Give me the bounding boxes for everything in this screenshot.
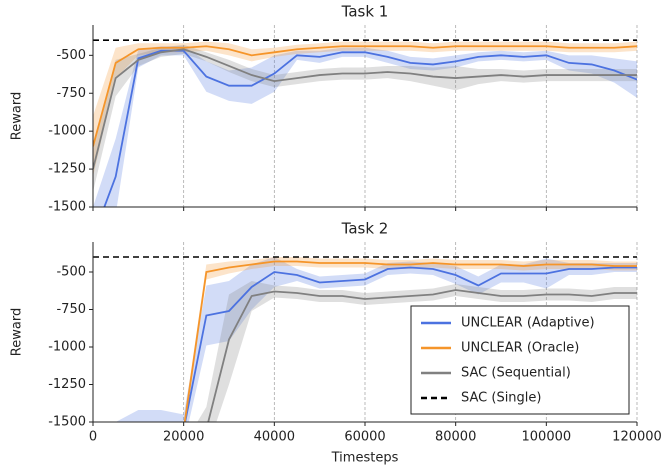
error-band bbox=[115, 257, 637, 422]
legend-label: UNCLEAR (Adaptive) bbox=[461, 316, 595, 331]
y-tick-label: -750 bbox=[56, 86, 86, 101]
line bbox=[207, 289, 637, 422]
plot-area bbox=[93, 256, 637, 422]
y-tick-label: -1500 bbox=[48, 415, 86, 430]
x-tick-label: 0 bbox=[89, 430, 97, 445]
y-axis-label: Reward bbox=[10, 308, 25, 356]
x-tick-label: 60000 bbox=[344, 430, 385, 445]
y-tick-label: -500 bbox=[56, 48, 86, 63]
legend-label: SAC (Single) bbox=[461, 391, 541, 406]
y-tick-label: -1500 bbox=[48, 200, 86, 215]
chart-title: Task 1 bbox=[341, 3, 389, 21]
legend-label: UNCLEAR (Oracle) bbox=[461, 341, 579, 356]
legend-label: SAC (Sequential) bbox=[461, 366, 571, 381]
y-tick-label: -500 bbox=[56, 265, 86, 280]
line bbox=[183, 260, 637, 422]
y-tick-label: -1250 bbox=[48, 377, 86, 392]
y-tick-label: -750 bbox=[56, 302, 86, 317]
line bbox=[93, 48, 637, 170]
error-band bbox=[183, 257, 637, 422]
x-tick-label: 40000 bbox=[254, 430, 295, 445]
line bbox=[184, 266, 637, 422]
line bbox=[93, 45, 637, 147]
x-axis-label: Timesteps bbox=[331, 451, 399, 466]
line bbox=[103, 49, 637, 207]
x-tick-label: 120000 bbox=[612, 430, 662, 445]
y-tick-label: -1000 bbox=[48, 340, 86, 355]
chart-title: Task 2 bbox=[341, 220, 389, 238]
x-tick-label: 80000 bbox=[435, 430, 476, 445]
y-axis-label: Reward bbox=[10, 92, 25, 140]
x-tick-label: 100000 bbox=[522, 430, 572, 445]
plot-area bbox=[93, 39, 637, 207]
x-tick-label: 20000 bbox=[163, 430, 204, 445]
y-tick-label: -1250 bbox=[48, 162, 86, 177]
y-tick-label: -1000 bbox=[48, 124, 86, 139]
